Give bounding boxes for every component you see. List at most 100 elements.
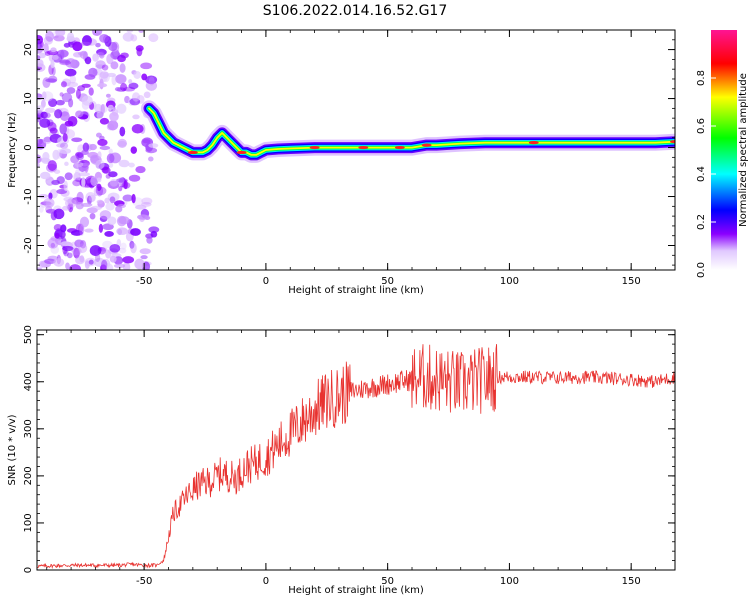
noise-blob <box>47 238 59 249</box>
noise-blob <box>108 148 113 155</box>
noise-blob <box>62 133 68 142</box>
noise-blob <box>94 253 101 262</box>
noise-blob <box>132 114 140 120</box>
noise-blob <box>118 216 130 225</box>
noise-blob <box>62 205 70 211</box>
noise-blob <box>105 93 111 98</box>
noise-blob <box>102 166 109 174</box>
noise-blob <box>95 186 107 196</box>
noise-blob <box>93 186 99 197</box>
snr-line <box>37 344 675 570</box>
noise-blob <box>128 174 141 182</box>
noise-blob <box>84 228 94 233</box>
noise-blob <box>66 81 79 88</box>
noise-blob <box>97 138 108 146</box>
snr-y-tick-label: 100 <box>23 513 34 532</box>
noise-blob <box>109 178 119 187</box>
noise-blob <box>148 143 159 148</box>
noise-blob <box>88 143 97 151</box>
spectrogram-frame <box>36 29 676 271</box>
noise-blob <box>108 162 114 168</box>
noise-blob <box>45 107 56 113</box>
snr-y-tick-label: 500 <box>23 325 34 344</box>
noise-blob <box>118 177 125 187</box>
noise-blob <box>109 244 121 253</box>
noise-blob <box>100 103 105 115</box>
noise-blob <box>38 52 46 59</box>
noise-blob <box>42 77 51 89</box>
snr-y-tick-label: 0 <box>23 567 34 573</box>
ridge-hotspot <box>236 150 247 155</box>
noise-blob <box>122 262 131 270</box>
noise-blob <box>104 230 114 237</box>
noise-blob <box>88 67 98 78</box>
noise-blob <box>101 259 108 270</box>
noise-blob <box>131 193 136 204</box>
noise-blob <box>107 216 117 226</box>
noise-blob <box>99 117 110 125</box>
noise-blob <box>128 162 135 168</box>
noise-blob <box>145 147 158 154</box>
noise-blob <box>59 92 64 97</box>
noise-blob <box>37 40 42 50</box>
noise-blob <box>128 79 133 84</box>
spectrogram-panel: -50 0 50 100 150 -20 -10 0 10 20 Height of straig… <box>7 29 676 296</box>
noise-blob <box>105 173 111 179</box>
snr-y-tick-label: 300 <box>23 419 34 438</box>
noise-blob <box>59 123 67 135</box>
noise-blob <box>53 34 65 42</box>
frequency-ridge <box>141 100 675 163</box>
noise-blob <box>119 63 126 73</box>
noise-blob <box>47 160 57 171</box>
noise-blob <box>39 118 51 128</box>
noise-blob <box>59 59 70 64</box>
noise-blob <box>106 72 117 78</box>
noise-blob <box>122 256 135 264</box>
noise-blob <box>43 136 52 144</box>
noise-blob <box>64 68 77 77</box>
noise-blob <box>37 267 43 270</box>
noise-blob <box>107 104 114 110</box>
noise-blob <box>96 132 102 138</box>
noise-blob <box>145 80 158 91</box>
noise-blob <box>109 111 119 122</box>
noise-blob <box>78 172 91 177</box>
noise-blob <box>52 149 60 160</box>
noise-blob <box>37 43 44 54</box>
noise-blob <box>69 75 77 84</box>
noise-blob <box>104 197 110 204</box>
noise-blob <box>68 98 74 108</box>
spectrogram-x-tick-label: 100 <box>500 276 519 287</box>
noise-blob <box>131 123 144 134</box>
colorbar-label: Normalized spectral amplitude <box>738 73 749 227</box>
noise-blob <box>40 171 51 180</box>
noise-blob <box>38 204 44 213</box>
noise-blob <box>106 153 115 164</box>
noise-blob <box>41 91 47 101</box>
noise-blobs <box>37 30 160 270</box>
noise-blob <box>56 49 69 58</box>
noise-blob <box>99 51 105 59</box>
noise-blob <box>97 83 108 88</box>
noise-blob <box>77 243 88 254</box>
noise-blob <box>50 47 57 53</box>
noise-blob <box>74 239 84 248</box>
noise-blob <box>80 162 90 167</box>
snr-x-tick-label: 100 <box>500 576 519 587</box>
noise-blob <box>56 189 67 195</box>
noise-blob <box>88 194 96 202</box>
noise-blob <box>63 180 68 192</box>
noise-blob <box>38 260 46 269</box>
noise-blob <box>99 71 109 79</box>
noise-blob <box>120 82 128 92</box>
noise-blob <box>43 36 54 45</box>
colorbar-gradient <box>711 30 737 270</box>
noise-blob <box>140 255 148 260</box>
noise-blob <box>62 245 74 252</box>
noise-blob <box>50 59 55 69</box>
noise-blob <box>53 257 65 267</box>
noise-blob <box>137 214 149 220</box>
snr-y-tick-label: 400 <box>23 372 34 391</box>
noise-blob <box>44 258 56 265</box>
